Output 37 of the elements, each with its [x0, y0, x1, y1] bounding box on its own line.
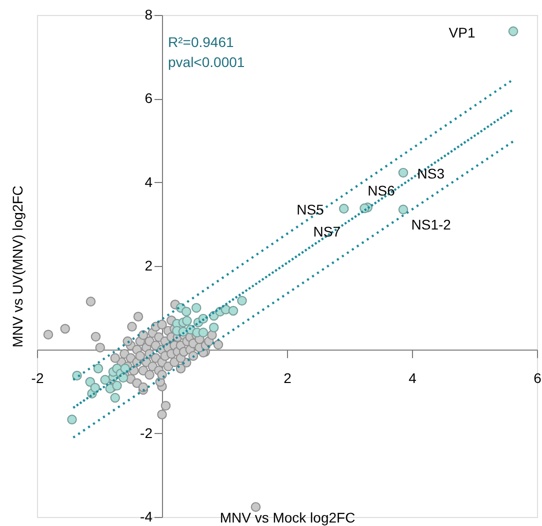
point	[191, 302, 202, 313]
point	[93, 364, 104, 374]
point	[237, 296, 247, 306]
y-tick-label: 8	[144, 6, 153, 22]
point	[208, 322, 219, 332]
y-axis-title: MNV vs UV(MNV) log2FC	[10, 186, 26, 348]
point	[508, 26, 518, 36]
y-tick-label: 2	[144, 258, 153, 274]
point	[90, 382, 100, 393]
x-tick-label: 6	[534, 370, 542, 386]
point	[338, 204, 349, 214]
annotation: NS3	[417, 166, 445, 182]
y-tick-label: 6	[144, 90, 153, 106]
point	[120, 364, 130, 374]
annotation: NS6	[368, 182, 396, 198]
y-tick-label: -2	[140, 424, 153, 441]
point	[228, 306, 238, 316]
annotation: VP1	[448, 24, 476, 40]
point	[398, 168, 408, 178]
x-tick-label: 2	[284, 370, 292, 386]
point	[398, 204, 408, 214]
annotation: pval<0.0001	[168, 54, 245, 70]
annotation: NS5	[296, 202, 324, 218]
x-axis-title: MNV vs Mock log2FC	[220, 510, 356, 526]
point	[100, 374, 110, 385]
point	[110, 392, 120, 403]
point	[112, 380, 122, 391]
point	[182, 316, 192, 326]
point	[67, 414, 77, 424]
point	[181, 306, 192, 316]
y-tick-label: 4	[144, 174, 153, 190]
annotation: R²=0.9461	[168, 34, 234, 50]
point	[198, 328, 208, 338]
x-tick-label: -2	[31, 370, 44, 386]
x-tick-label: 4	[408, 370, 417, 386]
annotation: NS1-2	[411, 216, 452, 233]
y-tick-label: -4	[140, 508, 153, 524]
